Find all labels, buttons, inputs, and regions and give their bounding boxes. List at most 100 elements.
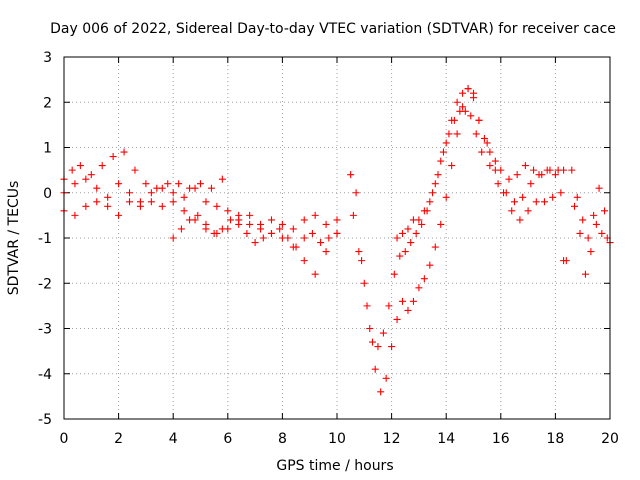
data-point <box>562 257 570 265</box>
y-tick-label: -3 <box>38 322 52 338</box>
data-point <box>412 229 420 237</box>
data-point <box>407 239 415 247</box>
data-point <box>472 130 480 138</box>
data-point <box>109 153 117 161</box>
data-point <box>404 306 412 314</box>
data-point <box>434 171 442 179</box>
data-point <box>442 193 450 201</box>
data-point <box>431 243 439 251</box>
data-point <box>218 225 226 233</box>
data-point <box>177 225 185 233</box>
data-point <box>431 180 439 188</box>
data-point <box>325 234 333 242</box>
data-point <box>158 184 166 192</box>
y-tick-label: -5 <box>38 412 52 428</box>
data-point <box>169 198 177 206</box>
data-point <box>571 202 579 210</box>
data-point <box>87 171 95 179</box>
data-point <box>349 211 357 219</box>
data-point <box>581 270 589 278</box>
data-point <box>557 189 565 197</box>
x-axis: 0 2 4 6 8 10 12 14 16 18 20 <box>60 57 619 447</box>
data-point <box>126 189 134 197</box>
data-point <box>93 184 101 192</box>
data-point <box>382 374 390 382</box>
data-point <box>147 189 155 197</box>
data-point <box>267 216 275 224</box>
data-point <box>104 193 112 201</box>
data-point <box>601 207 609 215</box>
data-point <box>246 220 254 228</box>
data-point <box>180 207 188 215</box>
data-point <box>426 198 434 206</box>
data-point <box>459 103 467 111</box>
data-point <box>584 234 592 242</box>
data-point <box>426 261 434 269</box>
y-tick-label: 1 <box>43 141 52 157</box>
data-point <box>478 148 486 156</box>
x-tick-label: 10 <box>328 431 346 447</box>
data-point <box>420 275 428 283</box>
data-point <box>126 198 134 206</box>
data-point <box>415 216 423 224</box>
data-point <box>136 202 144 210</box>
data-point <box>363 302 371 310</box>
x-tick-label: 4 <box>169 431 178 447</box>
data-point <box>377 388 385 396</box>
data-point <box>453 130 461 138</box>
data-point <box>505 175 513 183</box>
data-point <box>224 207 232 215</box>
data-point <box>289 225 297 233</box>
data-point <box>399 229 407 237</box>
data-point <box>399 297 407 305</box>
data-point <box>202 198 210 206</box>
data-point <box>579 216 587 224</box>
data-point <box>448 116 456 124</box>
data-point <box>598 229 606 237</box>
data-point <box>497 166 505 174</box>
data-point <box>385 302 393 310</box>
data-point <box>278 220 286 228</box>
data-point <box>467 112 475 120</box>
data-point <box>191 184 199 192</box>
data-point <box>429 189 437 197</box>
data-point <box>516 216 524 224</box>
data-point <box>180 193 188 201</box>
data-point <box>169 234 177 242</box>
x-tick-label: 18 <box>546 431 564 447</box>
data-point <box>358 257 366 265</box>
data-point <box>590 211 598 219</box>
data-point <box>186 216 194 224</box>
data-point <box>71 211 79 219</box>
data-point <box>527 180 535 188</box>
y-tick-label: 3 <box>43 50 52 66</box>
data-point <box>532 198 540 206</box>
data-point <box>546 166 554 174</box>
data-point <box>415 284 423 292</box>
data-point <box>82 202 90 210</box>
data-point <box>235 220 243 228</box>
data-point <box>368 338 376 346</box>
x-tick-label: 0 <box>60 431 69 447</box>
data-point <box>554 166 562 174</box>
data-point <box>82 175 90 183</box>
data-point <box>508 207 516 215</box>
data-point <box>308 229 316 237</box>
data-point <box>243 229 251 237</box>
data-point <box>120 148 128 156</box>
data-point <box>595 184 603 192</box>
data-point <box>519 193 527 201</box>
series-track-9 <box>571 202 611 278</box>
data-point <box>158 202 166 210</box>
data-point <box>227 216 235 224</box>
data-point <box>300 216 308 224</box>
data-point <box>393 315 401 323</box>
data-point <box>530 166 538 174</box>
data-point <box>104 202 112 210</box>
data-point <box>98 162 106 170</box>
data-point <box>500 189 508 197</box>
data-point <box>322 220 330 228</box>
data-point <box>388 343 396 351</box>
data-point <box>453 98 461 106</box>
